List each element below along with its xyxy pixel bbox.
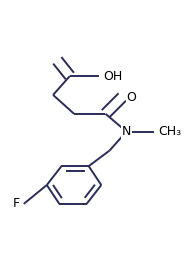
Text: N: N [122,125,131,138]
Text: O: O [126,90,136,104]
Text: F: F [12,197,20,210]
Text: OH: OH [103,70,123,83]
Text: CH₃: CH₃ [158,125,181,138]
